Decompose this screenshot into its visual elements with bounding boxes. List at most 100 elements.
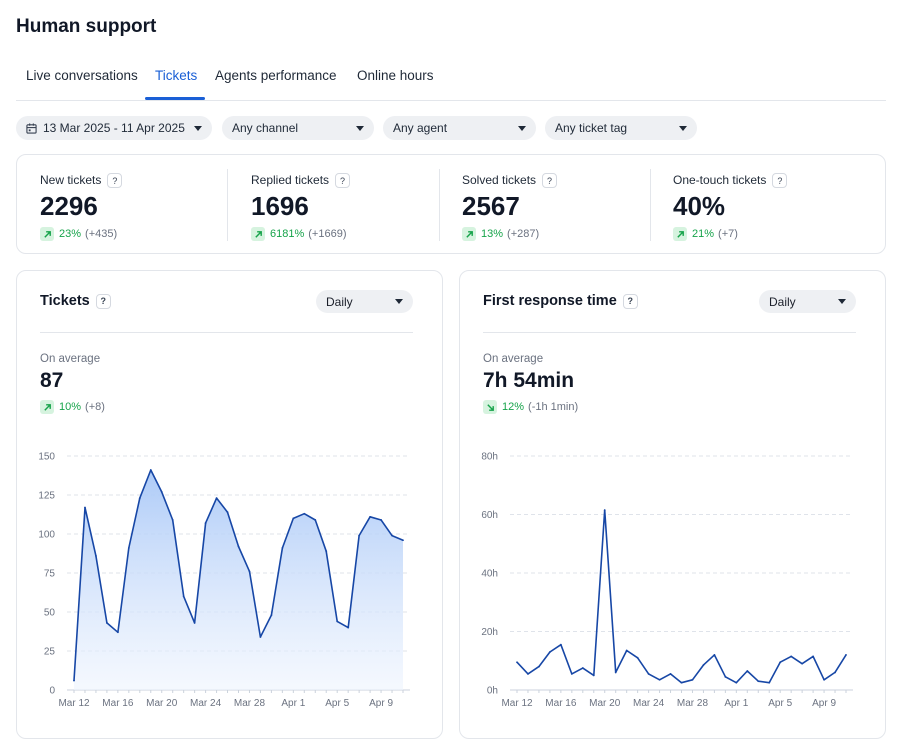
data-point xyxy=(347,626,350,629)
average-value: 87 xyxy=(40,369,64,392)
trend-up-icon xyxy=(40,400,54,414)
data-point xyxy=(95,554,97,557)
data-point xyxy=(193,622,196,624)
chevron-down-icon xyxy=(395,299,403,304)
delta-absolute: (+8) xyxy=(85,401,105,413)
data-point xyxy=(303,512,306,515)
help-icon[interactable]: ? xyxy=(772,173,788,189)
help-icon[interactable]: ? xyxy=(335,173,351,189)
data-point xyxy=(812,655,814,658)
y-tick-label: 20h xyxy=(481,627,498,638)
help-icon[interactable]: ? xyxy=(107,173,123,189)
x-tick-label: Apr 1 xyxy=(724,698,748,709)
tab-bar: Live conversations Tickets Agents perfor… xyxy=(16,58,886,101)
stat-label: Solved tickets xyxy=(462,173,537,187)
help-icon[interactable]: ? xyxy=(542,173,558,189)
y-tick-label: 80h xyxy=(481,452,498,463)
divider xyxy=(40,332,413,333)
granularity-select[interactable]: Daily xyxy=(759,290,856,313)
data-point xyxy=(237,545,240,548)
data-point xyxy=(369,515,371,518)
data-point xyxy=(336,620,339,623)
tab-agents-performance[interactable]: Agents performance xyxy=(215,68,337,83)
x-tick-label: Mar 20 xyxy=(589,698,621,709)
divider xyxy=(650,169,651,241)
data-point xyxy=(270,614,273,617)
trend-down-icon xyxy=(483,400,497,414)
data-point xyxy=(226,511,229,514)
data-point xyxy=(680,681,683,684)
stat-label: Replied tickets xyxy=(251,173,330,187)
chevron-down-icon xyxy=(194,126,202,131)
delta-percent: 21% xyxy=(692,228,715,240)
stat-value: 40% xyxy=(673,191,726,221)
channel-filter-value: Any channel xyxy=(232,121,299,135)
data-point xyxy=(138,497,141,500)
data-point xyxy=(559,643,562,646)
tickets-chart-panel: Tickets? Daily On average 87 10% (+8) 15… xyxy=(16,270,443,739)
data-point xyxy=(768,681,771,684)
data-point xyxy=(149,469,152,471)
divider xyxy=(227,169,228,241)
data-point xyxy=(215,497,218,500)
data-point xyxy=(779,661,782,664)
data-point xyxy=(702,664,705,667)
page-title: Human support xyxy=(16,16,157,37)
ticket-tag-filter-value: Any ticket tag xyxy=(555,121,628,135)
data-point xyxy=(570,673,573,675)
ticket-tag-filter[interactable]: Any ticket tag xyxy=(545,116,697,140)
delta-percent: 12% xyxy=(502,401,525,413)
data-point xyxy=(713,654,716,656)
delta-percent: 13% xyxy=(481,228,504,240)
data-point xyxy=(171,519,174,521)
x-tick-label: Mar 16 xyxy=(545,698,577,709)
data-point xyxy=(603,509,606,512)
data-point xyxy=(380,519,382,521)
stats-summary-card: New tickets? 2296 23% (+435) Replied tic… xyxy=(16,154,886,254)
average-label: On average xyxy=(483,353,544,365)
granularity-select[interactable]: Daily xyxy=(316,290,413,313)
data-point xyxy=(757,680,760,683)
x-tick-label: Mar 12 xyxy=(501,698,533,709)
data-point xyxy=(292,517,295,520)
data-point xyxy=(358,534,361,537)
data-point xyxy=(592,674,595,677)
data-point xyxy=(538,665,540,668)
data-point xyxy=(527,673,529,675)
y-tick-label: 40h xyxy=(481,569,498,580)
help-icon[interactable]: ? xyxy=(95,293,111,309)
y-tick-label: 75 xyxy=(44,569,56,580)
data-point xyxy=(647,673,650,675)
stat-value: 2296 xyxy=(40,191,98,221)
data-point xyxy=(516,661,518,664)
delta-percent: 6181% xyxy=(270,228,305,240)
agent-filter[interactable]: Any agent xyxy=(383,116,536,140)
data-point xyxy=(116,631,119,634)
tab-live-conversations[interactable]: Live conversations xyxy=(26,68,138,83)
data-point xyxy=(636,656,639,659)
y-tick-label: 50 xyxy=(44,608,56,619)
data-point xyxy=(314,519,317,521)
help-icon[interactable]: ? xyxy=(622,293,638,309)
data-point xyxy=(106,622,108,624)
panel-title: First response time xyxy=(483,293,617,309)
data-point xyxy=(658,678,661,681)
data-point xyxy=(204,522,207,524)
data-point xyxy=(127,547,130,549)
date-range-filter[interactable]: 13 Mar 2025 - 11 Apr 2025 xyxy=(16,116,212,140)
tab-tickets[interactable]: Tickets xyxy=(155,68,198,83)
data-point xyxy=(691,678,694,681)
data-point xyxy=(834,671,836,674)
data-point xyxy=(73,679,75,682)
y-tick-label: 150 xyxy=(38,452,55,463)
channel-filter[interactable]: Any channel xyxy=(222,116,374,140)
data-point xyxy=(823,678,825,681)
data-point xyxy=(801,662,804,665)
stat-label: New tickets xyxy=(40,173,102,187)
data-point xyxy=(669,673,672,675)
series-area-fill xyxy=(74,470,403,690)
tab-online-hours[interactable]: Online hours xyxy=(357,68,434,83)
data-point xyxy=(581,667,584,669)
divider xyxy=(483,332,856,333)
